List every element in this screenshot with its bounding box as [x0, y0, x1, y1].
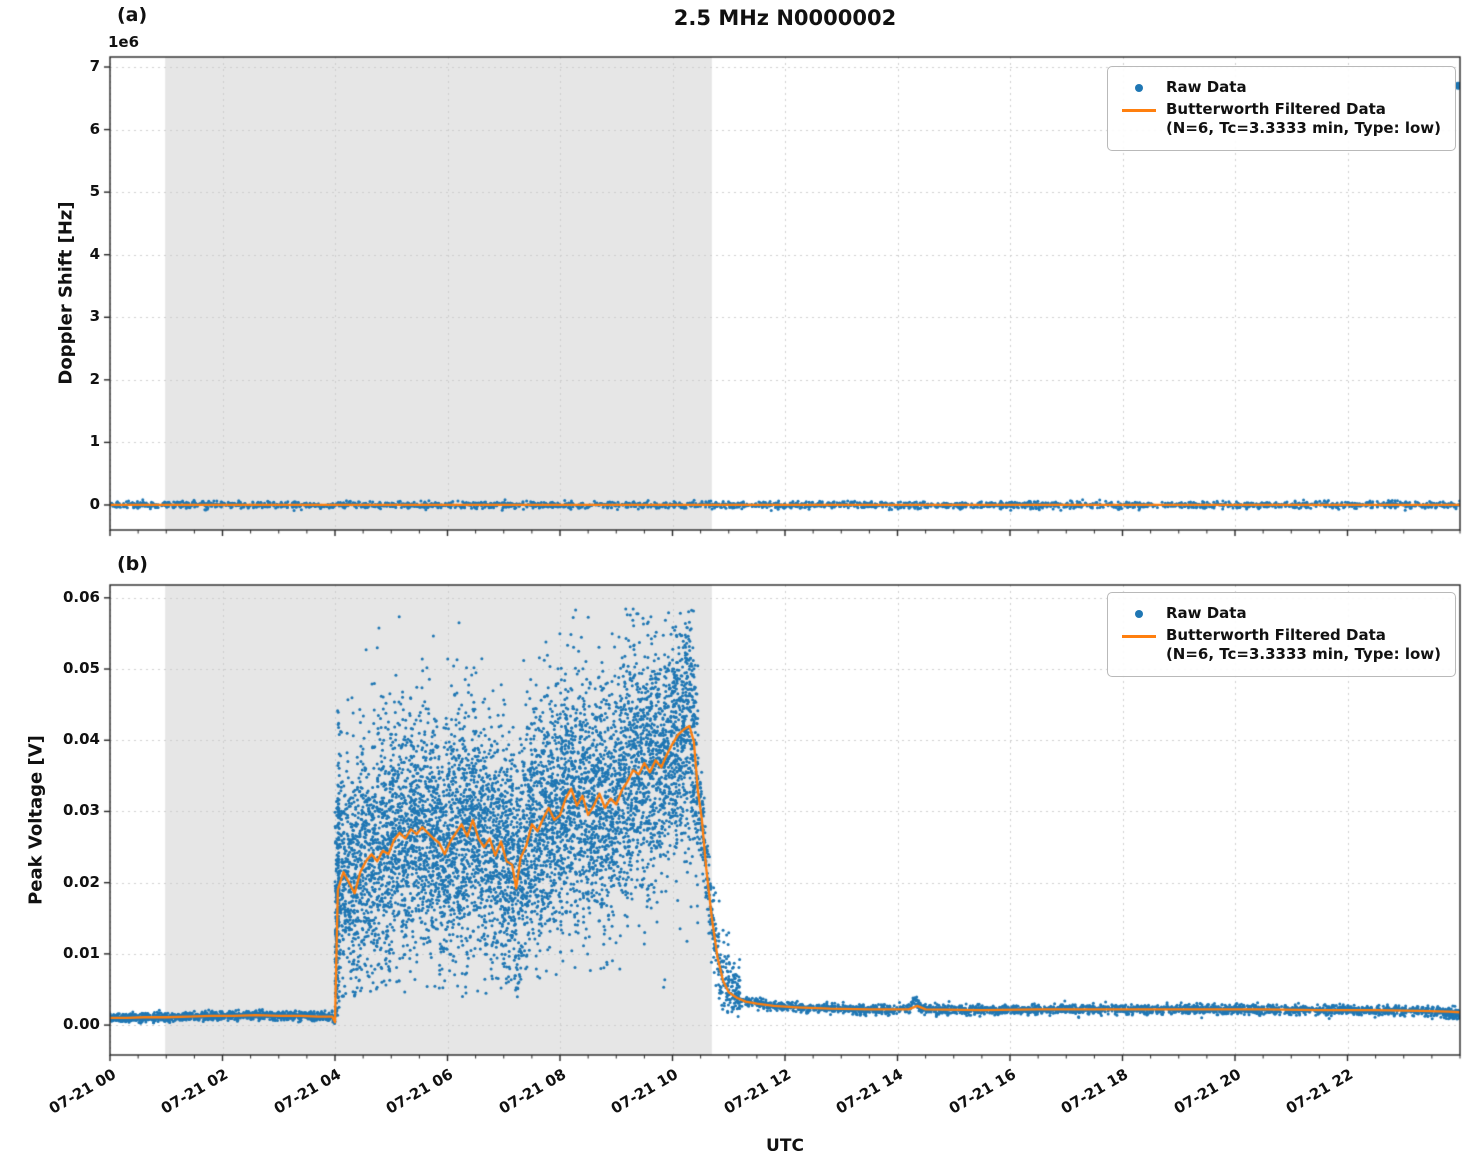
- figure-title: 2.5 MHz N0000002: [673, 6, 897, 30]
- filtered-line-marker-icon: [1121, 108, 1156, 112]
- legend-raw-label: Raw Data: [1165, 78, 1247, 96]
- y-tick-label: 0.05: [62, 659, 100, 678]
- y-tick-label: 0.04: [62, 730, 100, 749]
- y-tick-label: 0.06: [62, 587, 100, 606]
- raw-data-marker-icon: [1134, 84, 1143, 92]
- filtered-line-marker-icon: [1121, 634, 1156, 638]
- legend-filtered-label: Butterworth Filtered Data: [1165, 99, 1386, 118]
- y-tick-label: 0.00: [62, 1015, 100, 1034]
- legend-entry-filtered: Butterworth Filtered Data (N=6, Tc=3.333…: [1120, 626, 1441, 665]
- panel-a-label: (a): [117, 4, 148, 26]
- y-tick-label: 2: [89, 369, 100, 388]
- y-tick-label: 0.01: [62, 943, 100, 962]
- legend-raw-label: Raw Data: [1165, 604, 1247, 622]
- y-tick-label: 7: [89, 57, 100, 75]
- legend-filtered-label: Butterworth Filtered Data: [1165, 625, 1386, 644]
- raw-data-marker-icon: [1134, 610, 1143, 618]
- legend-entry-raw: Raw Data: [1120, 78, 1441, 98]
- y-tick-label: 6: [89, 119, 100, 138]
- y-tick-label: 3: [89, 307, 100, 326]
- legend-panel-b: Raw Data Butterworth Filtered Data (N=6,…: [1106, 592, 1456, 677]
- panel-b-label: (b): [117, 553, 148, 575]
- y-tick-label: 0: [89, 494, 100, 513]
- legend-filtered-params: (N=6, Tc=3.3333 min, Type: low): [1165, 645, 1441, 663]
- xlabel-utc: UTC: [766, 1136, 804, 1156]
- y-tick-label: 5: [89, 182, 100, 201]
- ylabel-doppler-shift: Doppler Shift [Hz]: [55, 201, 77, 385]
- y-tick-label: 1: [89, 432, 100, 451]
- legend-panel-a: Raw Data Butterworth Filtered Data (N=6,…: [1106, 66, 1456, 151]
- y-tick-label: 0.02: [62, 872, 100, 891]
- y-tick-label: 0.03: [62, 801, 100, 820]
- legend-filtered-params: (N=6, Tc=3.3333 min, Type: low): [1165, 119, 1441, 137]
- y-tick-label: 4: [89, 244, 100, 263]
- legend-entry-filtered: Butterworth Filtered Data (N=6, Tc=3.333…: [1120, 100, 1441, 139]
- legend-entry-raw: Raw Data: [1120, 604, 1441, 624]
- y-axis-offset-text: 1e6: [108, 33, 140, 51]
